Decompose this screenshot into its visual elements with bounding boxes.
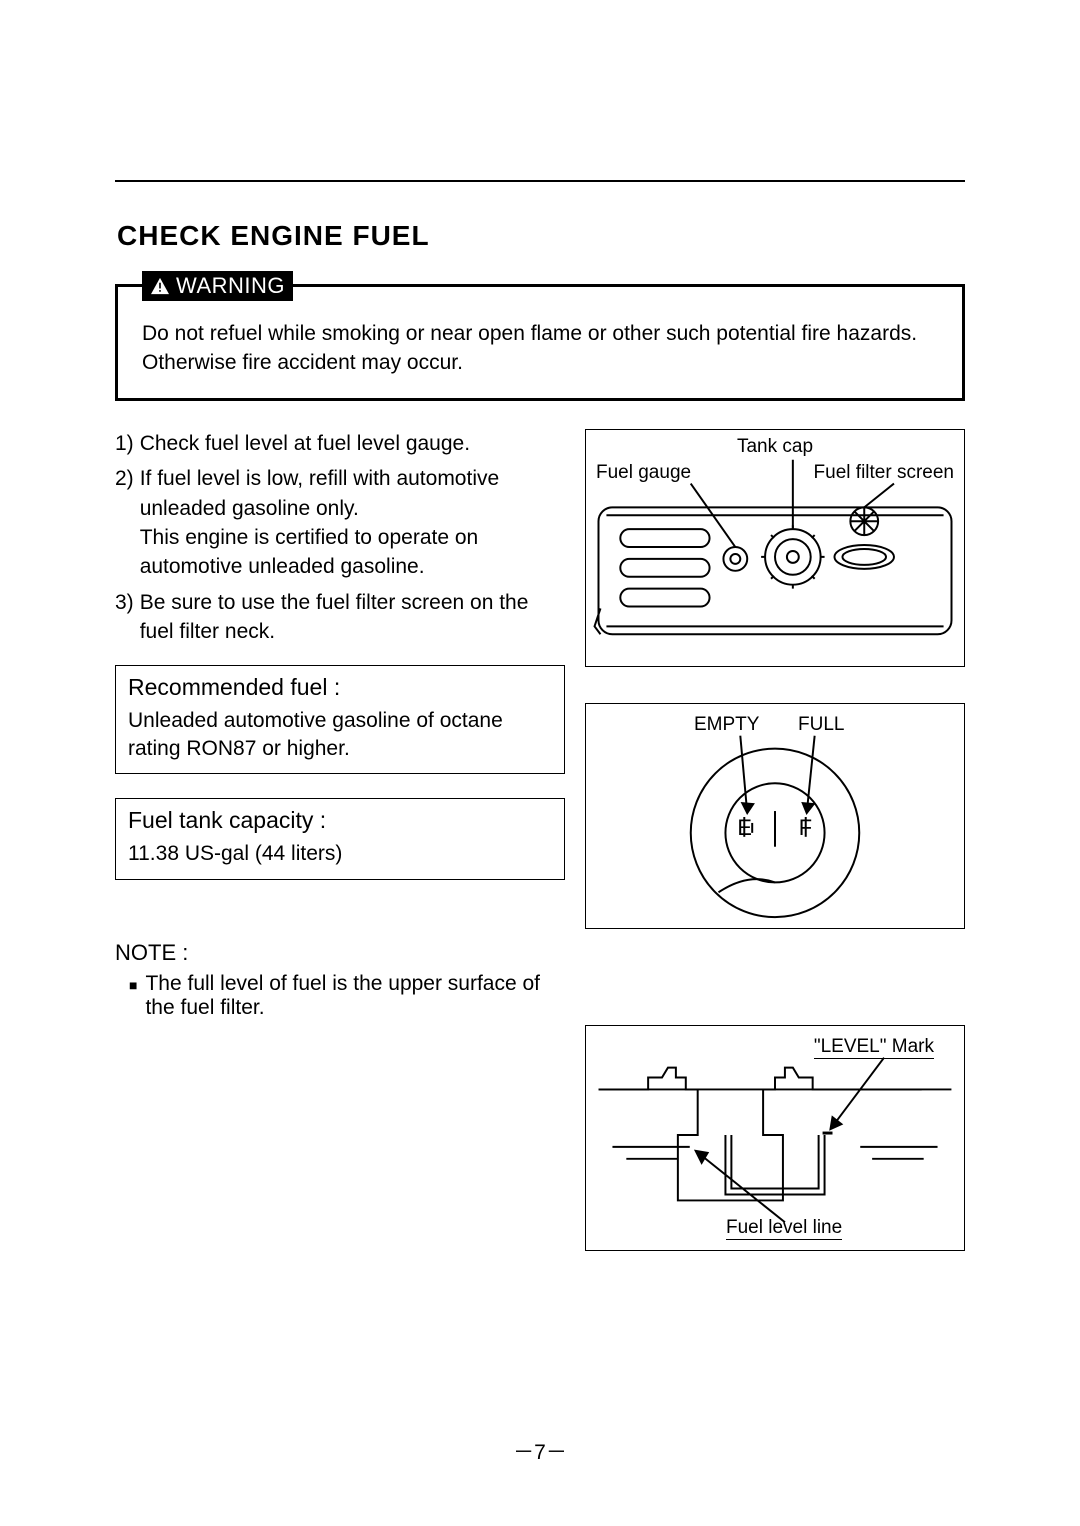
bullet-icon: ■ <box>129 972 137 1020</box>
capacity-box: Fuel tank capacity : 11.38 US-gal (44 li… <box>115 798 565 879</box>
figure-cross-section: "LEVEL" Mark Fuel level line <box>585 1025 965 1251</box>
step-text: If fuel level is low, refill with automo… <box>140 464 565 582</box>
warning-legend: WARNING <box>142 271 293 301</box>
step-text: Check fuel level at fuel level gauge. <box>140 429 565 458</box>
page: CHECK ENGINE FUEL WARNING Do not refuel … <box>0 0 1080 1526</box>
section-title: CHECK ENGINE FUEL <box>117 220 965 252</box>
note-title: NOTE : <box>115 940 565 966</box>
tank-illustration <box>586 430 964 666</box>
step-item: 3) Be sure to use the fuel filter screen… <box>115 588 565 647</box>
gauge-letter-e: E <box>737 815 752 840</box>
warning-box: WARNING Do not refuel while smoking or n… <box>115 284 965 401</box>
step-item: 1) Check fuel level at fuel level gauge. <box>115 429 565 458</box>
step-text: Be sure to use the fuel filter screen on… <box>140 588 565 647</box>
note-body: The full level of fuel is the upper surf… <box>145 972 565 1020</box>
capacity-body: 11.38 US-gal (44 liters) <box>128 840 552 868</box>
warning-label: WARNING <box>176 273 285 299</box>
steps-list: 1) Check fuel level at fuel level gauge.… <box>115 429 565 647</box>
capacity-title: Fuel tank capacity : <box>128 807 552 834</box>
step-number: 3) <box>115 588 134 647</box>
divider <box>115 180 965 182</box>
warning-icon <box>150 277 170 295</box>
page-number: －7－ <box>0 1436 1080 1466</box>
step-number: 2) <box>115 464 134 582</box>
note-block: NOTE : ■ The full level of fuel is the u… <box>115 940 565 1020</box>
step-item: 2) If fuel level is low, refill with aut… <box>115 464 565 582</box>
recommended-fuel-title: Recommended fuel : <box>128 674 552 701</box>
cross-section-illustration <box>586 1026 964 1250</box>
warning-text: Do not refuel while smoking or near open… <box>142 319 938 378</box>
recommended-fuel-box: Recommended fuel : Unleaded automotive g… <box>115 665 565 775</box>
gauge-illustration: E F <box>586 704 964 928</box>
figure-tank-top: Tank cap Fuel gauge Fuel filter screen <box>585 429 965 667</box>
recommended-fuel-body: Unleaded automotive gasoline of octane r… <box>128 707 552 764</box>
gauge-letter-f: F <box>799 815 812 840</box>
figure-gauge-dial: EMPTY FULL <box>585 703 965 929</box>
step-number: 1) <box>115 429 134 458</box>
